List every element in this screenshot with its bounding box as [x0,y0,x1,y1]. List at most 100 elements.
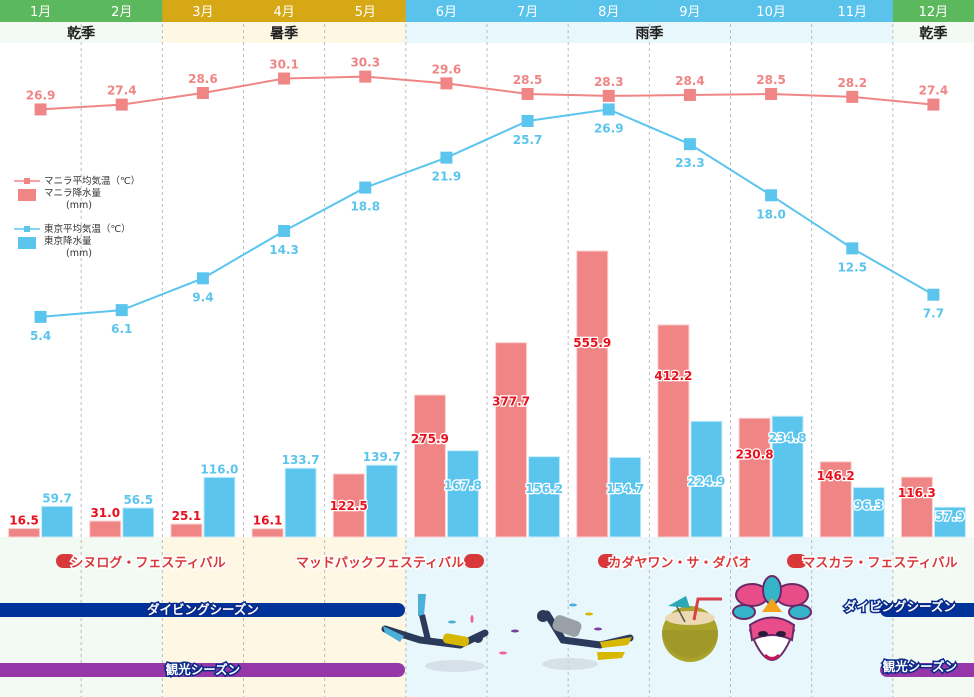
tokyo-temp-label: 18.0 [756,207,786,221]
manila-precip-bar [738,417,771,538]
manila-temp-marker [115,98,128,111]
tokyo-precip-label: 234.8 [769,431,807,445]
festival-marker-pill [787,554,807,568]
legend-bar-swatch [18,189,36,201]
manila-temp-label: 30.1 [269,58,299,72]
season-bar-cap [964,603,974,617]
month-label: 9月 [679,5,700,20]
tokyo-temp-marker [440,151,453,164]
tokyo-precip-label: 139.7 [363,450,401,464]
manila-temp-marker [927,98,940,111]
legend-label: マニラ平均気温（℃） [44,175,140,187]
events: シヌログ・フェスティバル マッドパックフェスティバル カダヤワン・サ・ダバオ マスカラ… [0,554,974,679]
manila-precip-bar [170,523,203,538]
festival-label: マスカラ・フェスティバル [802,556,957,571]
manila-temp-label: 28.5 [513,73,543,87]
festival-label: シヌログ・フェスティバル [70,555,225,571]
month-header-cell [568,0,650,22]
month-header-cell [649,0,731,22]
month-label: 7月 [517,5,538,20]
manila-precip-bar [819,461,852,538]
tokyo-precip-bar [122,507,155,538]
month-header-cell [405,0,488,22]
tokyo-temp-label: 14.3 [269,243,299,257]
season-bar-label: 観光シーズン [166,662,240,677]
month-label: 1月 [30,5,51,20]
manila-precip-bar [657,324,690,538]
legend-marker-swatch [24,178,30,184]
season-bar-label: 観光シーズン [883,659,957,674]
tokyo-precip-label: 56.5 [123,493,153,507]
tokyo-precip-label: 116.0 [200,462,238,476]
manila-temp-line [40,75,934,111]
month-header-cell [243,0,326,22]
temp-lines: 26.9 27.4 28.6 30.1 30.3 29.6 28.5 28.3 28.4 28.5… [26,56,948,343]
manila-temp-label: 27.4 [919,84,949,98]
tokyo-temp-label: 5.4 [30,329,51,343]
season-bar [880,603,974,617]
tokyo-temp-marker [115,304,128,317]
tokyo-precip-bar [609,456,642,538]
legend-label: 東京平均気温（℃） [44,223,131,235]
manila-temp-marker [34,103,47,116]
season-bar [880,663,974,677]
manila-temp-marker [278,72,291,85]
month-header-cell [0,0,82,22]
manila-precip-label: 116.3 [898,486,936,500]
tokyo-temp-marker [927,288,940,301]
month-label: 8月 [598,5,619,20]
manila-precip-label: 16.1 [253,514,283,528]
tokyo-precip-bar [528,456,561,538]
month-header: 1月 2月 3月 4月 5月 6月 7月 8月 9月 10月 11月 12月 [0,0,974,22]
tokyo-precip-bar [284,467,317,538]
legend-unit: (mm) [66,248,92,259]
legend-bar-swatch [18,237,36,249]
legend-marker-swatch [24,226,30,232]
month-label: 6月 [436,5,457,20]
month-header-cell [730,0,813,22]
precip-bars: 16.559.7 31.056.5 25.1 116.0 16.1 133.7 122.5 1… [8,250,966,538]
manila-precip-bar [576,250,609,538]
tokyo-temp-line [40,108,934,318]
manila-precip-label: 31.0 [90,506,120,520]
month-label: 4月 [273,5,294,20]
tokyo-precip-bar [446,450,479,538]
festival-marker-pill [464,554,484,568]
illustrations [381,575,812,672]
tokyo-temp-label: 7.7 [923,307,944,321]
season-row: 乾季 暑季 雨季 乾季 [67,25,947,42]
tokyo-temp-marker [846,242,859,255]
manila-temp-marker [196,87,209,100]
month-label: 5月 [355,5,376,20]
tokyo-temp-label: 18.8 [350,200,380,214]
legend-unit: (mm) [66,200,92,211]
manila-temp-marker [846,90,859,103]
tokyo-temp-label: 25.7 [513,133,543,147]
tokyo-precip-label: 224.9 [687,474,725,488]
tokyo-temp-marker [765,189,778,202]
manila-temp-label: 30.3 [350,56,380,70]
tokyo-precip-bar [771,415,804,538]
manila-temp-label: 28.2 [837,76,867,90]
tokyo-temp-label: 21.9 [432,170,462,184]
manila-temp-label: 29.6 [432,62,462,76]
tokyo-temp-marker [34,310,47,323]
manila-temp-label: 26.9 [26,88,56,102]
manila-temp-marker [359,70,372,83]
manila-precip-bar [251,528,284,538]
manila-precip-bar [332,473,365,538]
season-bar [0,663,405,677]
tokyo-temp-label: 9.4 [192,290,213,304]
tokyo-temp-label: 23.3 [675,156,705,170]
season-bar-cap [964,663,974,677]
legend-label: マニラ降水量 [44,187,102,199]
tokyo-precip-label: 133.7 [282,453,320,467]
month-label: 11月 [837,5,867,20]
month-header-cell [811,0,894,22]
manila-temp-label: 28.3 [594,75,624,89]
divers-illustration [381,594,634,672]
tokyo-temp-label: 12.5 [837,260,867,274]
month-label: 3月 [192,5,213,20]
tokyo-precip-bar [41,505,74,538]
